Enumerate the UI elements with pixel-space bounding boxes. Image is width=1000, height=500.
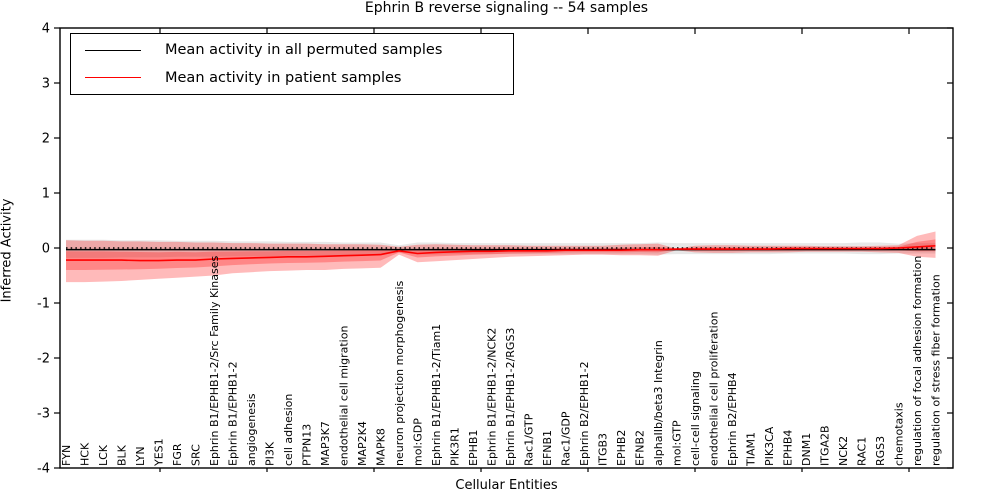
y-tick-label: -1 xyxy=(37,297,50,312)
x-category-label: endothelial cell proliferation xyxy=(708,312,721,466)
y-tick-label: 4 xyxy=(42,22,50,37)
y-tick-label: 3 xyxy=(42,77,50,92)
x-category-label: RAC1 xyxy=(856,437,869,466)
x-category-label: TIAM1 xyxy=(745,432,758,467)
x-category-label: ITGB3 xyxy=(597,433,610,466)
x-category-label: Ephrin B1/EPHB1-2/Tiam1 xyxy=(430,324,443,466)
x-category-label: cell-cell signaling xyxy=(689,371,702,466)
x-category-label: EFNB1 xyxy=(541,430,554,466)
x-category-label: EFNB2 xyxy=(634,430,647,466)
x-category-label: mol:GTP xyxy=(671,420,684,466)
y-axis-title: Inferred Activity xyxy=(0,198,15,303)
y-tick-label: -4 xyxy=(37,462,50,477)
x-category-label: MAP2K4 xyxy=(356,421,369,466)
x-category-label: MAP3K7 xyxy=(319,421,332,466)
x-category-label: regulation of focal adhesion formation xyxy=(911,256,924,466)
y-tick-label: 0 xyxy=(42,242,50,257)
x-category-label: EPHB2 xyxy=(615,430,628,466)
y-tick-label: -3 xyxy=(37,407,50,422)
legend-line-sample-patient xyxy=(85,77,141,79)
x-category-label: endothelial cell migration xyxy=(338,326,351,466)
y-tick-label: -2 xyxy=(37,352,50,367)
x-category-label: LYN xyxy=(134,446,147,466)
x-category-label: regulation of stress fiber formation xyxy=(930,274,943,466)
x-category-label: EPHB4 xyxy=(782,430,795,466)
patient-range-band-outer xyxy=(66,231,936,283)
x-category-label: Ephrin B1/EPHB1-2/Src Family Kinases xyxy=(208,256,221,466)
patient-mean-line xyxy=(66,245,936,262)
legend-label-permuted: Mean activity in all permuted samples xyxy=(165,42,443,59)
x-category-label: PIK3CA xyxy=(763,426,776,466)
x-category-label: EPHB1 xyxy=(467,430,480,466)
x-category-label: PI3K xyxy=(264,441,277,466)
x-category-label: MAPK8 xyxy=(375,428,388,466)
x-category-label: Ephrin B1/EPHB1-2/RGS3 xyxy=(504,328,517,466)
legend-label-patient: Mean activity in patient samples xyxy=(165,69,402,86)
x-category-label: DNM1 xyxy=(800,433,813,466)
x-category-label: ITGA2B xyxy=(819,425,832,466)
patient-range-band-inner xyxy=(66,239,936,270)
legend-line-sample-permuted xyxy=(85,49,141,51)
x-category-label: alphaIIb/beta3 Integrin xyxy=(652,340,665,466)
x-category-label: PTPN13 xyxy=(301,424,314,466)
x-category-label: Rac1/GTP xyxy=(523,413,536,466)
y-tick-label: 1 xyxy=(42,187,50,202)
x-category-label: NCK2 xyxy=(837,436,850,466)
x-category-label: FYN xyxy=(60,445,73,466)
x-category-label: YES1 xyxy=(153,438,166,467)
legend-row-patient: Mean activity in patient samples xyxy=(71,65,513,91)
x-category-label: Ephrin B1/EPHB1-2 xyxy=(227,361,240,466)
x-category-label: chemotaxis xyxy=(893,402,906,466)
x-category-label: Ephrin B2/EPHB1-2 xyxy=(578,361,591,466)
x-category-label: mol:GDP xyxy=(412,418,425,466)
x-category-label: BLK xyxy=(116,444,129,466)
x-category-label: HCK xyxy=(79,442,92,466)
x-category-label: FGR xyxy=(171,443,184,466)
x-category-label: SRC xyxy=(190,444,203,466)
x-category-label: LCK xyxy=(97,444,110,466)
chart-title: Ephrin B reverse signaling -- 54 samples xyxy=(364,0,649,16)
x-category-label: neuron projection morphogenesis xyxy=(393,280,406,466)
x-category-label: PIK3R1 xyxy=(449,427,462,466)
legend: Mean activity in all permuted samples Me… xyxy=(70,33,514,95)
x-category-label: cell adhesion xyxy=(282,394,295,466)
x-category-label: Rac1/GDP xyxy=(560,411,573,466)
legend-row-permuted: Mean activity in all permuted samples xyxy=(71,37,513,63)
x-category-label: RGS3 xyxy=(874,436,887,466)
x-category-label: Ephrin B1/EPHB1-2/NCK2 xyxy=(486,328,499,466)
x-category-label: Ephrin B2/EPHB4 xyxy=(726,372,739,466)
x-axis-title: Cellular Entities xyxy=(455,478,558,493)
y-tick-label: 2 xyxy=(42,132,50,147)
permuted-range-band xyxy=(66,239,936,258)
x-category-label: angiogenesis xyxy=(245,393,258,466)
